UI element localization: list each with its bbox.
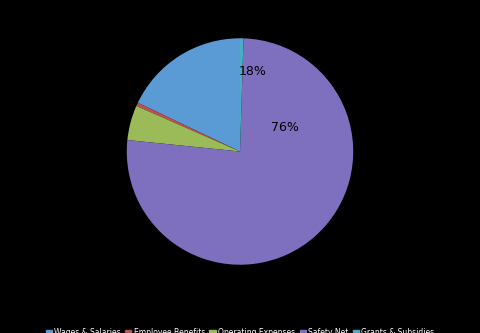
Text: 76%: 76%: [271, 121, 299, 134]
Legend: Wages & Salaries, Employee Benefits, Operating Expenses, Safety Net, Grants & Su: Wages & Salaries, Employee Benefits, Ope…: [42, 325, 438, 333]
Text: 5%: 5%: [278, 20, 298, 33]
Wedge shape: [240, 38, 243, 152]
Wedge shape: [127, 38, 353, 265]
Wedge shape: [138, 38, 240, 152]
Wedge shape: [136, 103, 240, 152]
Wedge shape: [127, 106, 240, 152]
Text: 18%: 18%: [239, 65, 267, 78]
